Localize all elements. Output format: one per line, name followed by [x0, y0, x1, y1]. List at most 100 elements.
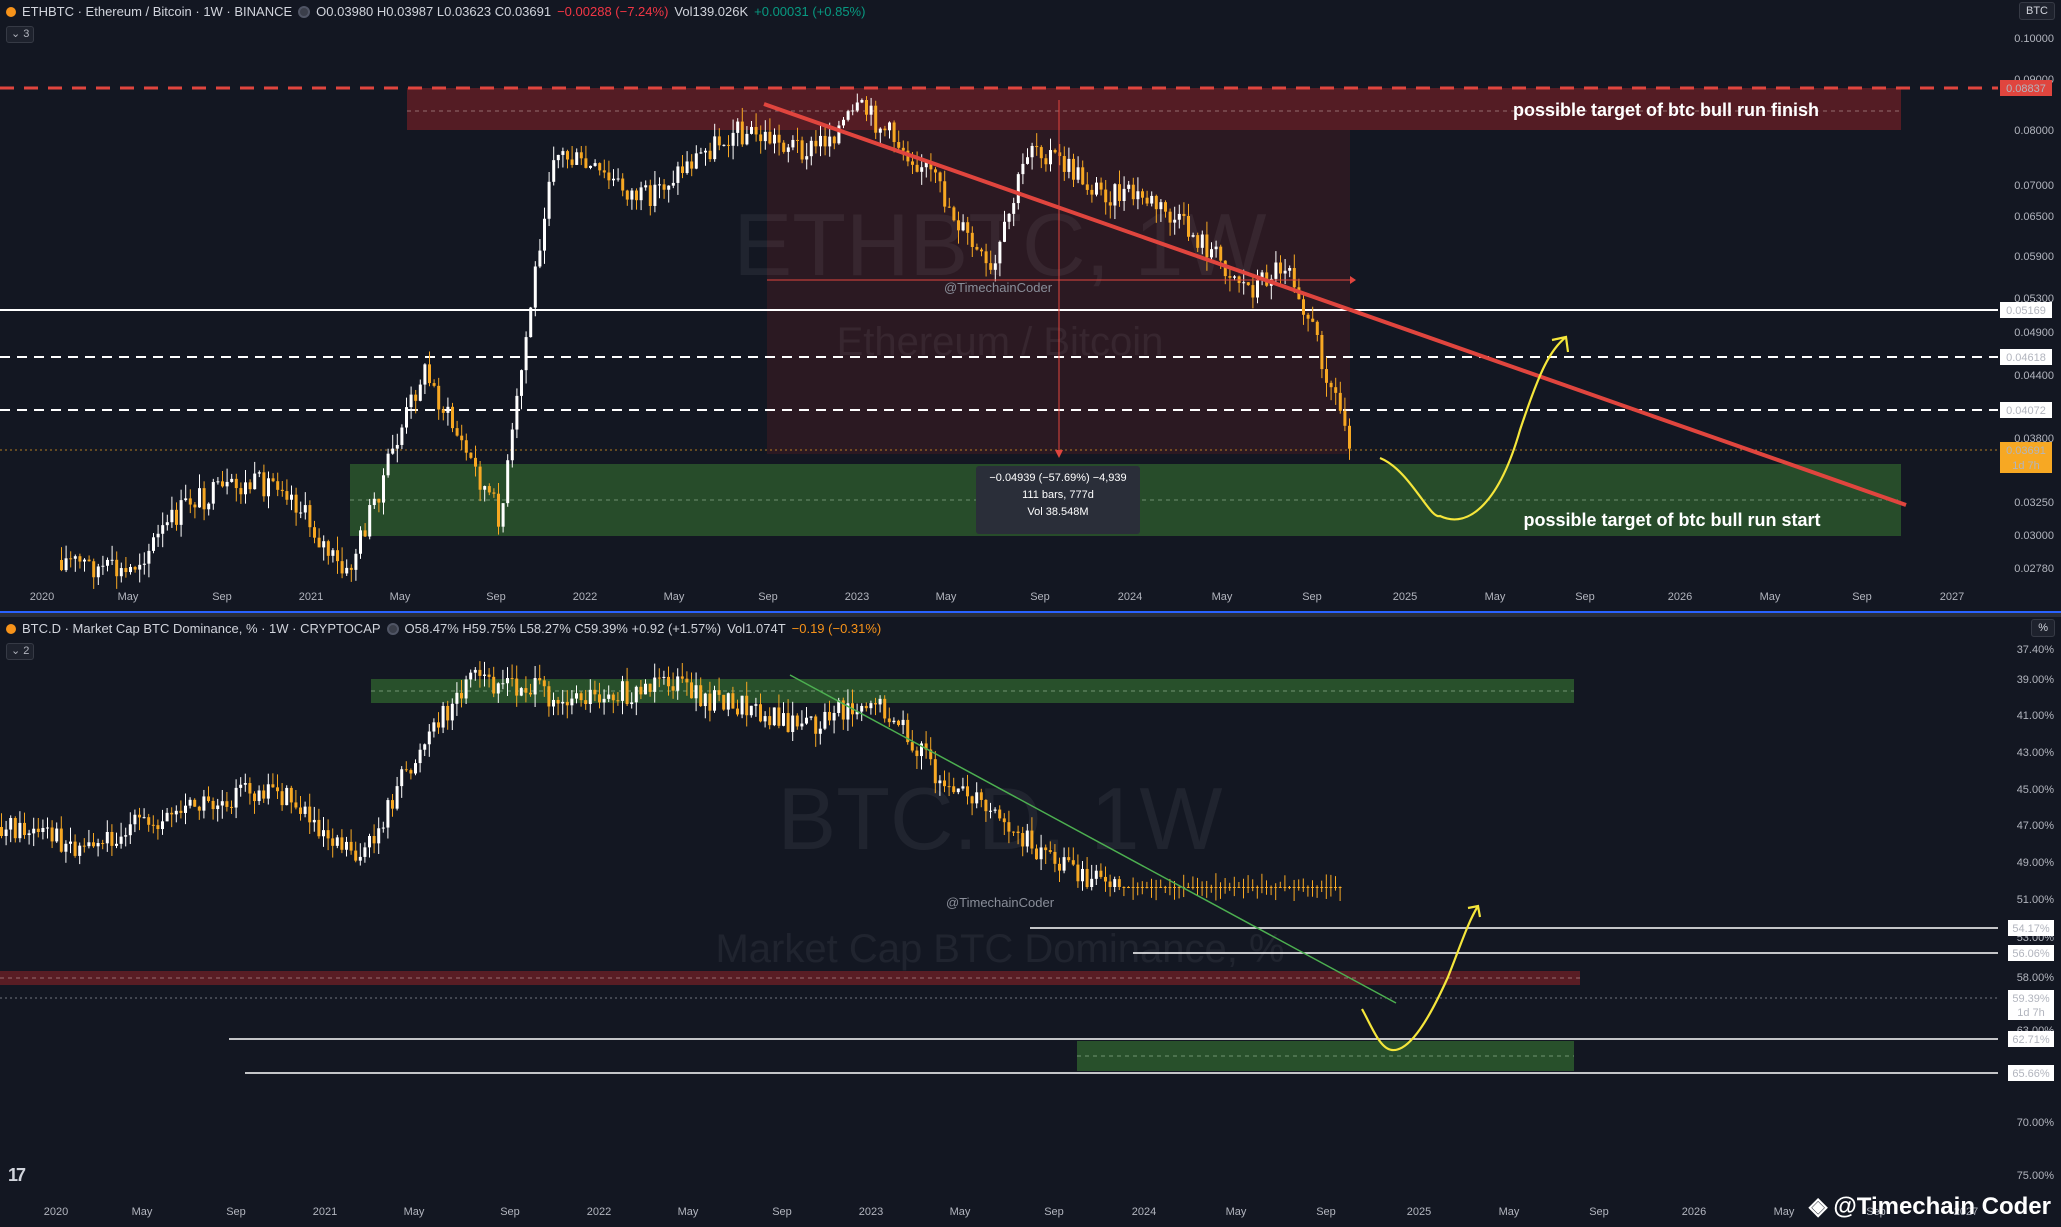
candle-body — [602, 170, 606, 173]
candle-body — [317, 819, 321, 837]
dominance-trendline[interactable] — [789, 674, 1397, 1004]
candle-body — [782, 142, 786, 152]
candle-body — [1232, 887, 1236, 888]
candle-body — [1081, 868, 1084, 882]
candle-body — [1200, 887, 1204, 888]
candle-body — [1049, 150, 1052, 165]
btcd-legend[interactable]: BTC.D · Market Cap BTC Dominance, % · 1W… — [6, 621, 881, 636]
candle-body — [1099, 870, 1103, 877]
candle-body — [202, 796, 206, 811]
candle-body — [966, 222, 970, 233]
candle-body — [1127, 184, 1131, 189]
candle-body — [680, 676, 684, 679]
candle-body — [487, 486, 491, 493]
level-label: 0.08837 — [2006, 83, 2046, 95]
candle-body — [464, 440, 468, 453]
time-tick: Sep — [1866, 1206, 1886, 1218]
candle-body — [1062, 857, 1066, 871]
candle-body — [1094, 870, 1098, 879]
candle-body — [1104, 189, 1108, 203]
candle-body — [184, 498, 188, 501]
candle-body — [846, 703, 850, 720]
candle-body — [303, 505, 307, 513]
candle-body — [1159, 202, 1163, 210]
candle-body — [630, 702, 634, 705]
candle-body — [547, 686, 551, 707]
pct-tick: 41.00% — [2017, 710, 2055, 722]
time-tick: May — [1485, 591, 1506, 603]
candle-body — [1108, 202, 1112, 206]
level-label: 1d 7h — [2017, 1007, 2045, 1019]
pane-divider[interactable] — [0, 611, 2061, 617]
candle-body — [1283, 887, 1287, 888]
btcd-chart[interactable]: BTC.D, 1W Market Cap BTC Dominance, % @T… — [0, 617, 2061, 1227]
symbol-icon — [6, 623, 16, 634]
candle-body — [874, 105, 878, 133]
collapse-indicators-button[interactable]: ⌄ 3 — [6, 26, 35, 43]
currency-button[interactable]: BTC — [2019, 2, 2055, 20]
candle-body — [759, 704, 762, 722]
candle-body — [938, 780, 942, 784]
percent-axis[interactable]: 37.40% 39.00% 41.00% 43.00% 45.00% 47.00% 49.0… — [2017, 644, 2055, 1182]
btcd-pane[interactable]: BTC.D, 1W Market Cap BTC Dominance, % @T… — [0, 617, 2061, 1227]
ethbtc-legend[interactable]: ETHBTC · Ethereum / Bitcoin · 1W · BINAN… — [6, 4, 865, 19]
descending-trendline[interactable] — [763, 102, 1907, 507]
collapse-indicators-button[interactable]: ⌄ 2 — [6, 643, 35, 660]
candle-body — [543, 218, 546, 251]
candle-body — [699, 152, 703, 154]
time-axis[interactable]: 2020 May Sep 2021 May Sep 2022 May Sep 2023 May Sep… — [30, 591, 1964, 603]
candle-body — [1228, 276, 1232, 278]
time-tick: 2025 — [1407, 1206, 1431, 1218]
candle-body — [119, 836, 123, 844]
candle-body — [823, 711, 827, 729]
candle-body — [1338, 887, 1342, 888]
time-tick: 2026 — [1668, 591, 1692, 603]
candle-body — [1164, 202, 1167, 212]
candle-body — [993, 809, 997, 811]
candle-body — [911, 161, 914, 165]
candle-body — [322, 830, 325, 837]
candle-body — [386, 800, 390, 828]
time-tick: May — [1212, 591, 1233, 603]
candle-body — [299, 512, 303, 514]
time-tick: Sep — [212, 591, 232, 603]
candle-body — [427, 731, 431, 745]
candle-body — [1026, 157, 1029, 164]
candle-body — [639, 686, 643, 695]
candle-body — [777, 707, 781, 726]
candle-body — [1306, 887, 1310, 888]
candle-body — [1154, 195, 1158, 210]
time-tick: Sep — [1575, 591, 1595, 603]
percent-button[interactable]: % — [2031, 619, 2055, 637]
candle-body — [524, 688, 528, 693]
candle-body — [1320, 887, 1324, 888]
candle-body — [469, 672, 473, 680]
candle-body — [69, 558, 73, 560]
candle-body — [768, 131, 772, 144]
candle-body — [184, 805, 187, 813]
candle-body — [110, 559, 114, 561]
candle-body — [276, 481, 280, 490]
candle-body — [455, 692, 459, 704]
candle-body — [230, 478, 234, 482]
candle-body — [970, 232, 974, 248]
candle-body — [1016, 174, 1020, 204]
candle-body — [9, 818, 13, 830]
symbol-title[interactable]: ETHBTC · Ethereum / Bitcoin · 1W · BINAN… — [22, 4, 293, 19]
candle-body — [455, 428, 459, 436]
candle-body — [78, 845, 82, 856]
note-bull-start: possible target of btc bull run start — [1523, 510, 1820, 530]
ethbtc-pane[interactable]: ETHBTC, 1W Ethereum / Bitcoin @Timechain… — [0, 0, 2061, 611]
candle-body — [497, 493, 500, 527]
time-tick: 2020 — [44, 1206, 68, 1218]
candle-body — [883, 698, 887, 719]
candle-body — [1205, 887, 1209, 888]
symbol-title[interactable]: BTC.D · Market Cap BTC Dominance, % · 1W… — [22, 621, 381, 636]
time-axis[interactable]: 2020 May Sep 2021 May Sep 2022 May Sep 2023 May Sep… — [44, 1206, 1978, 1218]
candle-body — [727, 144, 730, 146]
candle-body — [1283, 270, 1287, 274]
level-label: 0.04072 — [2006, 405, 2046, 417]
candle-body — [924, 161, 928, 168]
candle-body — [998, 809, 1002, 819]
